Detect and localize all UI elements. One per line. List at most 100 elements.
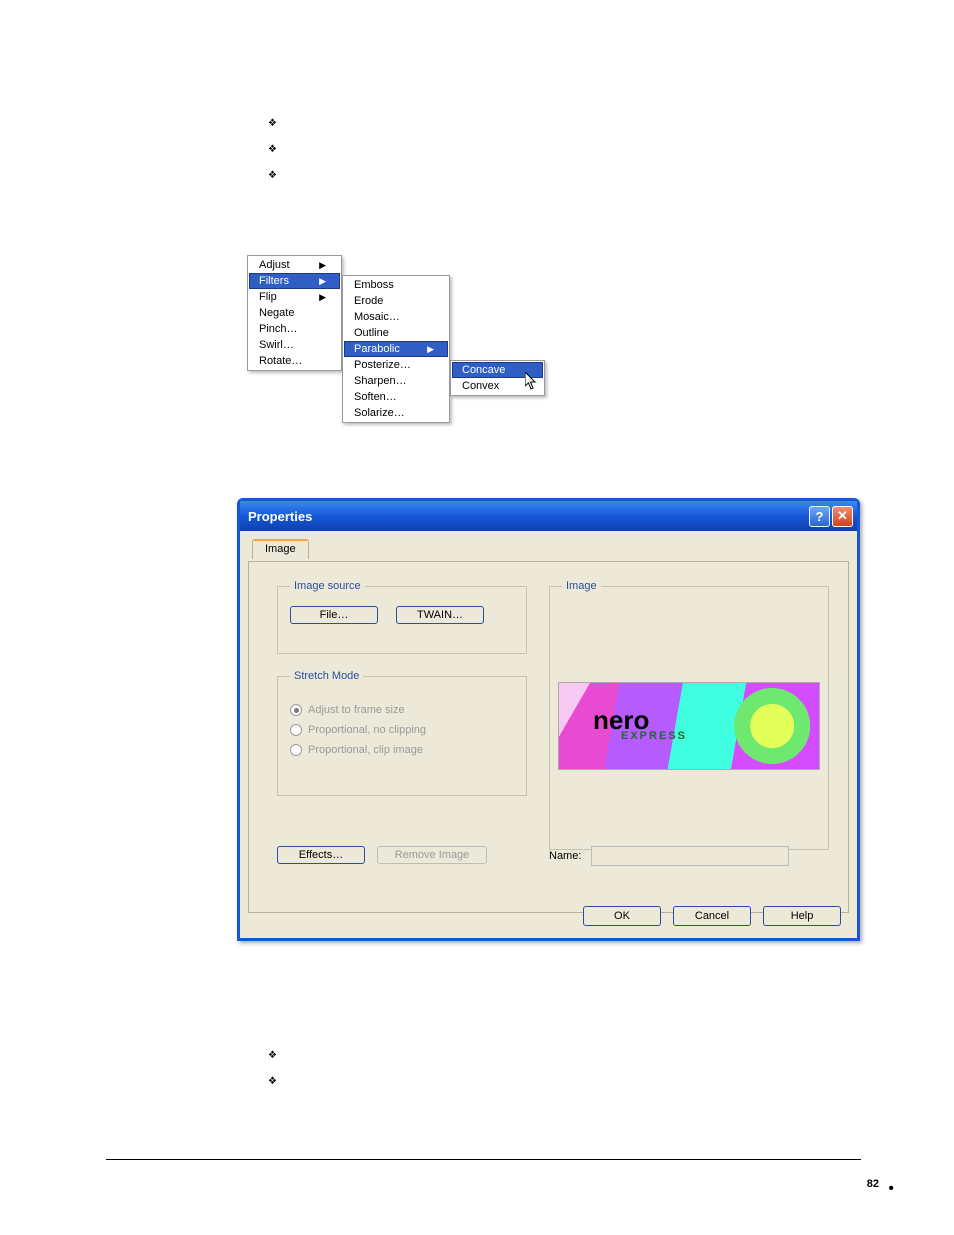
menu-item-emboss[interactable]: Emboss bbox=[344, 277, 448, 293]
button-label: OK bbox=[614, 910, 630, 922]
brand-sub-text: EXPRESS bbox=[621, 730, 687, 742]
chevron-right-icon: ▶ bbox=[319, 260, 326, 271]
button-label: TWAIN… bbox=[417, 609, 463, 621]
help-button-action[interactable]: Help bbox=[763, 906, 841, 926]
bullet-item: ❖ bbox=[268, 162, 285, 188]
button-label: File… bbox=[320, 609, 349, 621]
bullet-item: ❖ bbox=[268, 110, 285, 136]
menu-item-parabolic[interactable]: Parabolic ▶ bbox=[344, 341, 448, 357]
menu-item-soften[interactable]: Soften… bbox=[344, 389, 448, 405]
menu-item-label: Posterize… bbox=[354, 359, 411, 371]
menu-item-pinch[interactable]: Pinch… bbox=[249, 321, 340, 337]
radio-icon bbox=[290, 744, 302, 756]
effects-button[interactable]: Effects… bbox=[277, 846, 365, 864]
menu-item-outline[interactable]: Outline bbox=[344, 325, 448, 341]
diamond-icon: ❖ bbox=[268, 144, 277, 155]
group-image-source: Image source File… TWAIN… bbox=[277, 580, 527, 654]
menu-item-label: Emboss bbox=[354, 279, 394, 291]
brand-logo-text: nero bbox=[593, 710, 687, 731]
menu-item-label: Sharpen… bbox=[354, 375, 407, 387]
button-label: Help bbox=[791, 910, 814, 922]
menu-item-mosaic[interactable]: Mosaic… bbox=[344, 309, 448, 325]
menu-item-label: Filters bbox=[259, 275, 289, 287]
page-divider bbox=[106, 1159, 861, 1160]
menu-item-label: Concave bbox=[462, 364, 505, 376]
tab-panel: Image source File… TWAIN… Stretch Mode A… bbox=[248, 561, 849, 913]
context-menu-level3[interactable]: Concave Convex bbox=[450, 360, 545, 396]
diamond-icon: ❖ bbox=[268, 1076, 277, 1087]
bullet-item: ❖ bbox=[268, 1042, 285, 1068]
tab-strip: Image bbox=[248, 539, 849, 561]
context-menu-level2[interactable]: Emboss Erode Mosaic… Outline Parabolic▶ … bbox=[342, 275, 450, 423]
dialog-title: Properties bbox=[248, 509, 312, 524]
page-bullet-icon: • bbox=[888, 1180, 894, 1198]
name-label: Name: bbox=[549, 850, 581, 862]
group-legend: Image bbox=[562, 580, 601, 592]
radio-label: Proportional, clip image bbox=[308, 744, 423, 756]
group-stretch-mode: Stretch Mode Adjust to frame size Propor… bbox=[277, 670, 527, 796]
group-image-preview: Image nero EXPRESS bbox=[549, 580, 829, 850]
remove-image-button: Remove Image bbox=[377, 846, 487, 864]
menu-item-adjust[interactable]: Adjust ▶ bbox=[249, 257, 340, 273]
menu-item-negate[interactable]: Negate bbox=[249, 305, 340, 321]
radio-label: Adjust to frame size bbox=[308, 704, 405, 716]
properties-dialog: Properties ? ✕ Image Image source File… … bbox=[237, 498, 860, 941]
menu-item-label: Swirl… bbox=[259, 339, 294, 351]
context-menu-level1[interactable]: Adjust ▶ Filters ▶ Flip ▶ Negate Pinch… Swi… bbox=[247, 255, 342, 371]
chevron-right-icon: ▶ bbox=[319, 292, 326, 303]
radio-proportional-clip[interactable]: Proportional, clip image bbox=[290, 744, 514, 756]
titlebar[interactable]: Properties ? ✕ bbox=[240, 501, 857, 531]
group-legend: Stretch Mode bbox=[290, 670, 363, 682]
ok-button[interactable]: OK bbox=[583, 906, 661, 926]
bullet-list-bottom: ❖ ❖ bbox=[268, 1042, 285, 1094]
menu-item-flip[interactable]: Flip ▶ bbox=[249, 289, 340, 305]
tab-label: Image bbox=[265, 543, 296, 555]
bullet-list-top: ❖ ❖ ❖ bbox=[268, 110, 285, 188]
menu-item-label: Adjust bbox=[259, 259, 290, 271]
group-legend: Image source bbox=[290, 580, 365, 592]
diamond-icon: ❖ bbox=[268, 170, 277, 181]
radio-label: Proportional, no clipping bbox=[308, 724, 426, 736]
menu-item-convex[interactable]: Convex bbox=[452, 378, 543, 394]
button-label: Effects… bbox=[299, 849, 343, 861]
chevron-right-icon: ▶ bbox=[319, 276, 326, 287]
close-button[interactable]: ✕ bbox=[832, 506, 853, 527]
file-button[interactable]: File… bbox=[290, 606, 378, 624]
menu-item-rotate[interactable]: Rotate… bbox=[249, 353, 340, 369]
page-number: 82 bbox=[867, 1178, 879, 1190]
radio-icon bbox=[290, 704, 302, 716]
menu-item-label: Convex bbox=[462, 380, 499, 392]
menu-item-label: Flip bbox=[259, 291, 277, 303]
name-input[interactable] bbox=[591, 846, 789, 866]
menu-item-sharpen[interactable]: Sharpen… bbox=[344, 373, 448, 389]
image-preview: nero EXPRESS bbox=[558, 682, 820, 770]
menu-item-label: Outline bbox=[354, 327, 389, 339]
menu-item-label: Parabolic bbox=[354, 343, 400, 355]
menu-item-label: Soften… bbox=[354, 391, 397, 403]
menu-item-swirl[interactable]: Swirl… bbox=[249, 337, 340, 353]
menu-item-label: Rotate… bbox=[259, 355, 302, 367]
menu-item-concave[interactable]: Concave bbox=[452, 362, 543, 378]
tab-image[interactable]: Image bbox=[252, 539, 309, 559]
radio-proportional-no-clip[interactable]: Proportional, no clipping bbox=[290, 724, 514, 736]
menu-item-label: Erode bbox=[354, 295, 383, 307]
button-label: Cancel bbox=[695, 910, 729, 922]
help-button[interactable]: ? bbox=[809, 506, 830, 527]
button-label: Remove Image bbox=[395, 849, 470, 861]
diamond-icon: ❖ bbox=[268, 118, 277, 129]
menu-item-solarize[interactable]: Solarize… bbox=[344, 405, 448, 421]
menu-item-filters[interactable]: Filters ▶ bbox=[249, 273, 340, 289]
bullet-item: ❖ bbox=[268, 136, 285, 162]
bullet-item: ❖ bbox=[268, 1068, 285, 1094]
radio-icon bbox=[290, 724, 302, 736]
menu-item-erode[interactable]: Erode bbox=[344, 293, 448, 309]
radio-adjust-to-frame[interactable]: Adjust to frame size bbox=[290, 704, 514, 716]
twain-button[interactable]: TWAIN… bbox=[396, 606, 484, 624]
menu-item-posterize[interactable]: Posterize… bbox=[344, 357, 448, 373]
diamond-icon: ❖ bbox=[268, 1050, 277, 1061]
chevron-right-icon: ▶ bbox=[427, 344, 434, 355]
menu-item-label: Mosaic… bbox=[354, 311, 400, 323]
menu-item-label: Pinch… bbox=[259, 323, 298, 335]
menu-item-label: Solarize… bbox=[354, 407, 405, 419]
cancel-button[interactable]: Cancel bbox=[673, 906, 751, 926]
